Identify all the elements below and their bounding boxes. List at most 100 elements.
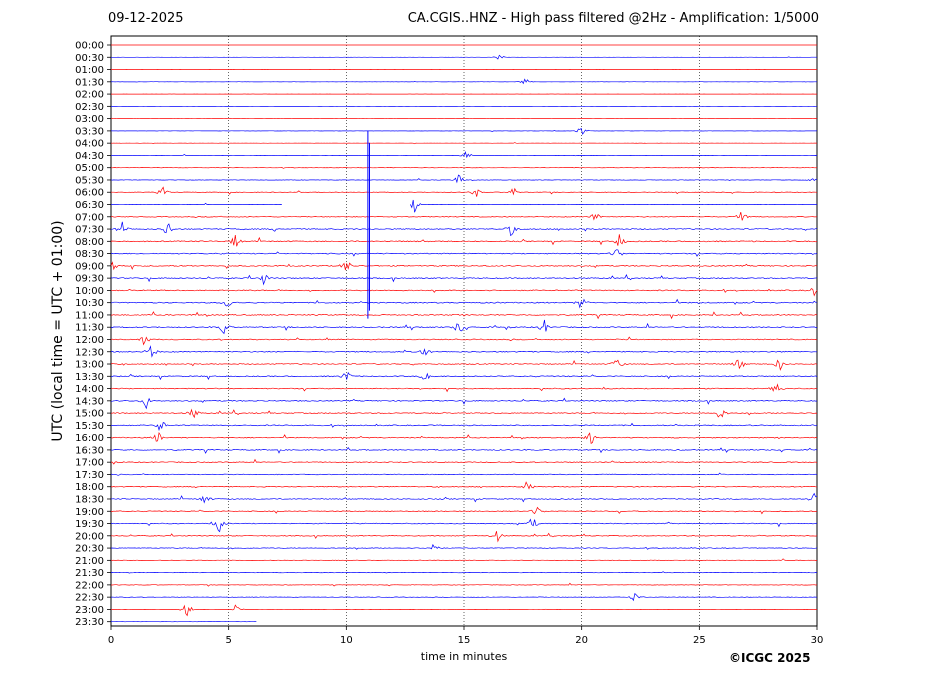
trace-row-1600: [110, 431, 818, 444]
trace-row-0830: [110, 249, 818, 257]
trace-row-1500: [110, 408, 818, 419]
x-tick-label: 20: [575, 635, 588, 646]
trace-row-1200: [110, 336, 818, 346]
y-tick-label: 07:30: [75, 225, 104, 236]
y-tick-label: 19:30: [75, 519, 104, 530]
y-tick-label: 12:00: [75, 335, 104, 346]
trace-row-0030: [111, 54, 817, 60]
x-tick-label: 15: [458, 635, 471, 646]
date-label: 09-12-2025: [108, 11, 184, 26]
trace-row-0630: [111, 199, 818, 213]
trace-row-0530: [110, 174, 818, 184]
y-tick-label: 15:30: [75, 421, 104, 432]
y-tick-label: 01:30: [75, 77, 104, 88]
y-tick-label: 07:00: [75, 212, 104, 223]
y-tick-label: 17:30: [75, 470, 104, 481]
trace-row-1630: [110, 446, 818, 454]
traces: [110, 44, 818, 623]
y-tick-label: 14:30: [75, 396, 104, 407]
chart-title: CA.CGIS..HNZ - High pass filtered @2Hz -…: [407, 11, 819, 26]
y-tick-label: 09:00: [75, 261, 104, 272]
trace-row-1830: [110, 492, 818, 504]
y-tick-label: 12:30: [75, 347, 104, 358]
x-tick-label: 30: [811, 635, 824, 646]
y-tick-label: 23:30: [75, 617, 104, 628]
y-tick-label: 17:00: [75, 458, 104, 469]
trace-row-1930: [110, 518, 818, 533]
y-tick-label: 00:30: [75, 53, 104, 64]
y-tick-label: 04:30: [75, 151, 104, 162]
x-tick-label: 25: [693, 635, 706, 646]
y-tick-label: 02:30: [75, 102, 104, 113]
trace-row-0400: [111, 142, 818, 145]
y-tick-label: 14:00: [75, 384, 104, 395]
x-tick-label: 0: [108, 635, 114, 646]
trace-row-2230: [110, 592, 818, 602]
trace-row-0430: [110, 150, 818, 159]
trace-row-2100: [110, 558, 818, 561]
y-tick-label: 21:00: [75, 556, 104, 567]
y-tick-label: 04:00: [75, 139, 104, 150]
y-tick-label: 05:00: [75, 163, 104, 174]
trace-row-1730: [110, 472, 818, 476]
trace-row-0130: [110, 78, 817, 85]
trace-row-1230: [110, 345, 818, 358]
trace-row-0600: [111, 186, 818, 197]
copyright-label: ©ICGC 2025: [729, 651, 811, 665]
y-tick-label: 08:00: [75, 237, 104, 248]
trace-row-0330: [110, 127, 818, 135]
trace-row-0700: [110, 212, 818, 221]
y-tick-label: 09:30: [75, 274, 104, 285]
trace-row-1000: [111, 288, 818, 297]
y-tick-label: 20:30: [75, 544, 104, 555]
trace-row-0800: [110, 234, 818, 247]
trace-row-2130: [110, 571, 818, 574]
x-tick-label: 5: [225, 635, 231, 646]
y-tick-label: 16:30: [75, 445, 104, 456]
y-tick-label: 18:30: [75, 494, 104, 505]
trace-row-2000: [111, 531, 818, 543]
y-tick-label: 00:00: [75, 41, 104, 52]
y-tick-label: 11:00: [75, 310, 104, 321]
y-tick-label: 05:30: [75, 175, 104, 186]
y-tick-label: 18:00: [75, 482, 104, 493]
y-tick-label: 10:00: [75, 286, 104, 297]
y-tick-label: 22:00: [75, 580, 104, 591]
grid-lines: [228, 36, 700, 626]
trace-row-2300: [110, 604, 818, 617]
trace-row-1400: [110, 383, 818, 393]
y-tick-label: 02:00: [75, 90, 104, 101]
y-tick-label: 21:30: [75, 568, 104, 579]
y-tick-label: 23:00: [75, 605, 104, 616]
y-tick-label: 22:30: [75, 593, 104, 604]
y-tick-label: 19:00: [75, 507, 104, 518]
trace-row-1300: [110, 359, 818, 371]
y-tick-label: 06:30: [75, 200, 104, 211]
trace-row-1900: [110, 506, 818, 515]
trace-row-0930: [110, 274, 818, 286]
y-tick-label: 01:00: [75, 65, 104, 76]
y-tick-label: 15:00: [75, 409, 104, 420]
trace-row-1130: [110, 319, 818, 335]
y-tick-label: 08:30: [75, 249, 104, 260]
trace-row-1100: [111, 311, 818, 320]
trace-row-0730: [110, 221, 818, 237]
x-axis-label: time in minutes: [420, 650, 508, 663]
y-tick-label: 20:00: [75, 531, 104, 542]
trace-row-1430: [110, 397, 818, 410]
trace-row-1330: [110, 371, 818, 381]
trace-row-1030: [110, 298, 818, 309]
y-tick-label: 11:30: [75, 323, 104, 334]
y-tick-label: 03:00: [75, 114, 104, 125]
y-tick-label: 10:30: [75, 298, 104, 309]
y-tick-label: 03:30: [75, 126, 104, 137]
x-tick-label: 10: [340, 635, 353, 646]
y-tick-label: 16:00: [75, 433, 104, 444]
trace-row-0900: [110, 261, 818, 271]
x-axis-ticks: 0 5 10 15 20 25 30: [108, 626, 824, 646]
trace-row-1800: [110, 481, 818, 490]
y-tick-label: 06:00: [75, 188, 104, 199]
trace-row-1700: [110, 458, 818, 465]
